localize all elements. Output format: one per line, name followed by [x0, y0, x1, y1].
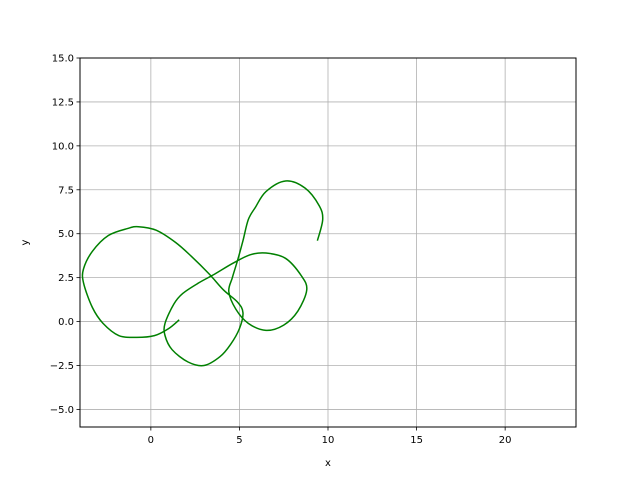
x-tick-label: 10 [322, 435, 335, 446]
x-axis-label: x [325, 458, 331, 469]
x-tick-label: 5 [236, 435, 242, 446]
y-tick-label: −2.5 [50, 361, 74, 372]
data-layer [81, 180, 324, 367]
grid [80, 57, 576, 427]
y-tick-label: 5.0 [58, 229, 74, 240]
x-tick-label: 0 [148, 435, 154, 446]
y-axis-label: y [20, 239, 31, 245]
y-tick-label: −5.0 [50, 405, 74, 416]
y-tick-label: 2.5 [58, 273, 74, 284]
y-tick-label: 12.5 [52, 97, 74, 108]
x-tick-label: 15 [410, 435, 423, 446]
x-tick-label: 20 [499, 435, 512, 446]
y-tick-label: 7.5 [58, 185, 74, 196]
y-tick-label: 0.0 [58, 317, 74, 328]
y-tick-label: 15.0 [52, 54, 74, 65]
series-line [81, 180, 324, 367]
y-tick-label: 10.0 [52, 141, 74, 152]
ticks: 0 5 10 15 20 −5.0 −2.5 0.0 2.5 5.0 7.5 10.0 12.5 15.0 [50, 54, 512, 447]
